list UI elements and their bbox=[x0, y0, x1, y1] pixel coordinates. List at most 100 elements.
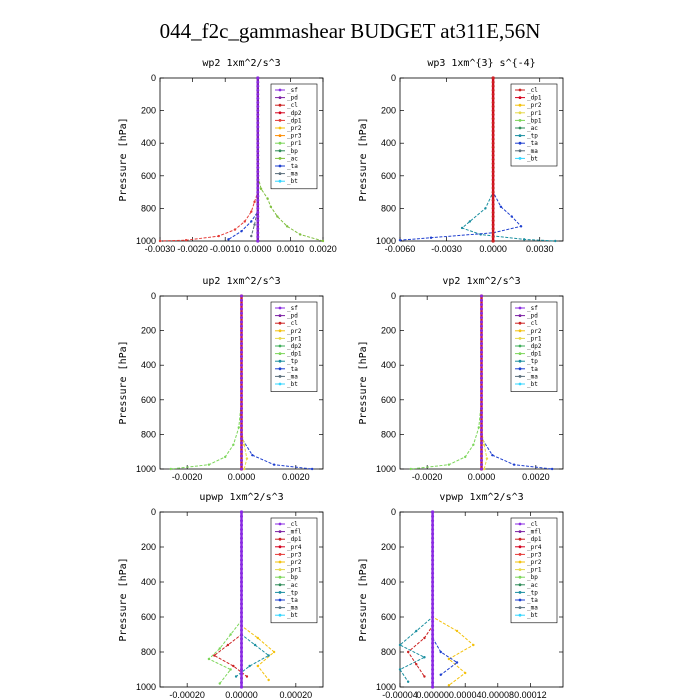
x-tick-label: 0.00000 bbox=[416, 690, 449, 700]
zero-trace-point bbox=[491, 109, 495, 113]
zero-trace-point bbox=[240, 398, 243, 402]
zero-trace-point bbox=[256, 166, 260, 170]
zero-trace-point bbox=[491, 219, 495, 223]
series-point bbox=[447, 463, 451, 466]
zero-trace-point bbox=[431, 598, 435, 601]
zero-trace-point bbox=[431, 611, 435, 615]
zero-trace-point bbox=[240, 633, 243, 636]
zero-trace-point bbox=[480, 337, 483, 341]
zero-trace-point bbox=[256, 125, 260, 129]
plot-frame bbox=[399, 77, 564, 242]
series-point bbox=[272, 650, 276, 654]
legend-label: _dp1 bbox=[527, 95, 542, 102]
series-point bbox=[226, 643, 230, 647]
zero-trace-point bbox=[431, 685, 435, 689]
chart-panel-6: vpwp 1xm^2/s^3 Pressure [hPa] 0 200 400 600 80… bbox=[358, 492, 564, 700]
zero-trace-point bbox=[431, 519, 435, 523]
legend-label: _ta bbox=[287, 597, 298, 604]
zero-trace-point bbox=[491, 113, 495, 117]
zero-trace-point bbox=[240, 615, 243, 619]
legend-marker bbox=[518, 367, 522, 371]
zero-trace-point bbox=[256, 145, 260, 149]
zero-trace-point bbox=[240, 363, 243, 367]
legend-marker bbox=[518, 103, 522, 107]
y-tick-label: 0 bbox=[391, 507, 396, 517]
y-tick-label: 400 bbox=[381, 577, 396, 587]
series-point bbox=[439, 650, 442, 654]
series-point bbox=[439, 673, 442, 676]
legend-marker bbox=[278, 522, 282, 526]
y-tick-label: 800 bbox=[141, 647, 156, 657]
zero-trace-point bbox=[431, 523, 435, 527]
zero-trace-point bbox=[240, 329, 243, 333]
series-line bbox=[410, 296, 482, 470]
legend-label: _ta bbox=[527, 366, 538, 373]
zero-trace-point bbox=[480, 389, 483, 393]
series-point bbox=[491, 453, 494, 457]
zero-trace-point bbox=[240, 571, 243, 575]
series-point bbox=[169, 467, 173, 471]
legend-marker bbox=[518, 157, 522, 160]
series-point bbox=[272, 463, 276, 466]
series-point bbox=[218, 682, 221, 685]
zero-trace-point bbox=[240, 672, 243, 676]
zero-trace-point bbox=[491, 133, 495, 137]
zero-trace-point bbox=[240, 654, 243, 658]
series-point bbox=[243, 467, 246, 471]
legend-marker bbox=[518, 553, 522, 556]
legend-marker bbox=[518, 606, 522, 609]
series-point bbox=[243, 443, 246, 446]
legend-label: _bt bbox=[287, 381, 298, 388]
zero-trace-point bbox=[240, 320, 243, 324]
series-line bbox=[159, 78, 259, 242]
zero-trace-point bbox=[256, 239, 260, 243]
zero-trace-point bbox=[480, 450, 483, 454]
x-tick-label: -0.0020 bbox=[177, 244, 208, 254]
legend-label: _sf bbox=[527, 305, 538, 312]
zero-trace-point bbox=[256, 231, 260, 235]
zero-trace-point bbox=[431, 549, 435, 553]
zero-trace-point bbox=[240, 541, 243, 545]
legend-label: _cl bbox=[287, 320, 298, 327]
zero-trace-point bbox=[240, 624, 243, 628]
x-tick-label: 0.0000 bbox=[228, 472, 256, 482]
zero-trace-point bbox=[431, 545, 435, 549]
zero-trace-point bbox=[240, 519, 243, 523]
zero-trace-point bbox=[240, 567, 243, 571]
series-point bbox=[250, 210, 253, 213]
zero-trace-point bbox=[256, 121, 260, 125]
legend-label: _bt bbox=[287, 612, 298, 619]
zero-trace-point bbox=[240, 576, 243, 580]
zero-trace-point bbox=[491, 190, 495, 194]
zero-trace-point bbox=[240, 563, 243, 566]
series-point bbox=[554, 239, 557, 243]
zero-trace-point bbox=[256, 100, 260, 104]
legend-marker bbox=[518, 134, 522, 138]
series-point bbox=[472, 443, 475, 446]
legend-label: _pd bbox=[287, 95, 298, 102]
series-point bbox=[184, 238, 188, 242]
series-point bbox=[253, 223, 256, 226]
y-tick-label: 400 bbox=[141, 138, 156, 148]
y-tick-label: 200 bbox=[141, 106, 156, 116]
x-tick-label: -0.00004 bbox=[382, 690, 418, 700]
legend-label: _pr2 bbox=[287, 125, 302, 132]
zero-trace-point bbox=[431, 676, 435, 680]
y-tick-label: 800 bbox=[381, 647, 396, 657]
y-tick-label: 200 bbox=[381, 106, 396, 116]
zero-trace-point bbox=[491, 194, 495, 198]
zero-trace-point bbox=[431, 681, 435, 685]
series-point bbox=[447, 657, 451, 661]
zero-trace-point bbox=[256, 219, 260, 223]
x-tick-label: -0.0060 bbox=[385, 244, 416, 254]
zero-trace-point bbox=[240, 368, 243, 372]
legend-marker bbox=[518, 149, 522, 153]
legend-label: _bp bbox=[287, 574, 298, 581]
zero-trace-point bbox=[240, 558, 243, 562]
legend-label: _dp2 bbox=[287, 343, 302, 350]
x-tick-label: -0.00020 bbox=[169, 690, 205, 700]
legend-marker bbox=[278, 553, 282, 556]
series-point bbox=[415, 629, 418, 633]
legend-label: _pr1 bbox=[527, 110, 542, 117]
series-point bbox=[234, 675, 238, 678]
